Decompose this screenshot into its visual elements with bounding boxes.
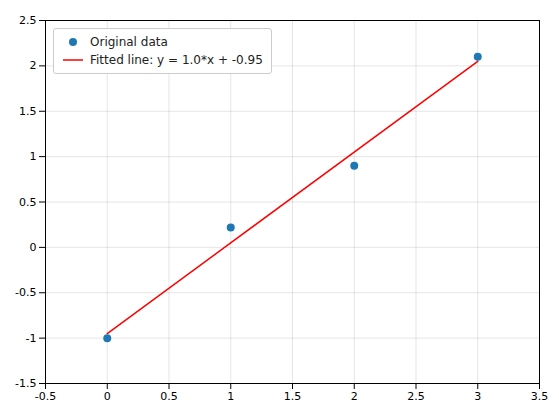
html-text:Original data: Original data [90, 35, 168, 49]
svg-text:-0.5: -0.5 [15, 286, 36, 299]
html-text:Fitted line: y = 1.0*x + -0.95: Fitted line: y = 1.0*x + -0.95 [90, 53, 263, 67]
svg-text:0: 0 [30, 241, 37, 254]
svg-text:2: 2 [30, 59, 37, 72]
svg-text:0.5: 0.5 [160, 390, 178, 403]
svg-text:1.5: 1.5 [284, 390, 302, 403]
svg-text:2: 2 [351, 390, 358, 403]
svg-text:1: 1 [30, 150, 37, 163]
svg-text:3: 3 [474, 390, 481, 403]
svg-text:3.5: 3.5 [531, 390, 549, 403]
svg-text:0: 0 [104, 390, 111, 403]
svg-text:2.5: 2.5 [19, 14, 37, 27]
svg-text:-1.5: -1.5 [15, 377, 36, 390]
svg-text:1: 1 [227, 390, 234, 403]
svg-text:2.5: 2.5 [407, 390, 425, 403]
svg-text:-1: -1 [26, 332, 37, 345]
svg-text:1.5: 1.5 [19, 105, 37, 118]
svg-text:0.5: 0.5 [19, 196, 37, 209]
svg-text:-0.5: -0.5 [35, 390, 56, 403]
